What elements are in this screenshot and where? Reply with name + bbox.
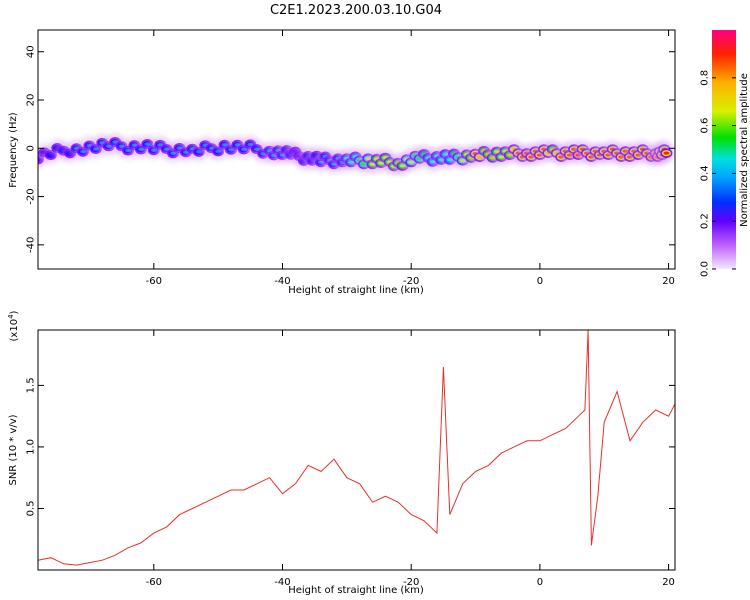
top-y-tick-label: -40	[26, 237, 37, 253]
snr-panel: -60 -40 -20 0 20 0.5 1.0 1.5 Height of straight…	[7, 310, 676, 596]
top-y-tick-label: 40	[26, 45, 37, 58]
colorbar-ticks: 0.0 0.2 0.4 0.6 0.8	[700, 70, 736, 277]
top-y-tick-label: -20	[26, 188, 37, 204]
colorbar-tick-label: 0.0	[700, 261, 711, 277]
ridge-core	[663, 151, 670, 155]
top-plot-frame	[37, 29, 676, 270]
bottom-x-tick-label: 20	[662, 577, 675, 588]
bottom-y-scale-label: (x104)	[7, 310, 20, 341]
colorbar-tick-label: 0.4	[700, 165, 711, 181]
colorbar: 0.0 0.2 0.4 0.6 0.8 Normalized spectral ampl…	[700, 30, 750, 277]
bottom-axis-ticks: -60 -40 -20 0 20 0.5 1.0 1.5	[26, 330, 675, 588]
top-y-axis-label: Frequency (Hz)	[8, 112, 19, 188]
snr-series-line	[38, 330, 675, 566]
colorbar-tick-label: 0.6	[700, 118, 711, 134]
bottom-y-tick-label: 0.5	[26, 501, 37, 517]
bottom-y-tick-label: 1.0	[26, 439, 37, 455]
spectrogram-panel: -60 -40 -20 0 20 40 20 0 -20 -40 Height of straig…	[8, 29, 676, 296]
bottom-plot-frame	[37, 329, 676, 571]
top-axis-ticks: -60 -40 -20 0 20 40 20 0 -20 -40	[26, 30, 675, 287]
top-x-tick-label: -60	[146, 276, 162, 287]
bottom-x-tick-label: -20	[403, 577, 419, 588]
bottom-y-axis-label: SNR (10 * v/v)	[8, 414, 19, 485]
top-x-axis-label: Height of straight line (km)	[288, 285, 424, 296]
top-x-tick-label: -20	[403, 276, 419, 287]
bottom-x-tick-label: 0	[537, 577, 543, 588]
chart-title: C2E1.2023.200.03.10.G04	[270, 3, 442, 18]
colorbar-label: Normalized spectral amplitude	[739, 73, 750, 227]
bottom-x-tick-label: -60	[146, 577, 162, 588]
top-y-tick-label: 0	[26, 145, 37, 151]
top-y-tick-label: 20	[26, 94, 37, 107]
top-x-tick-label: -40	[274, 276, 290, 287]
bottom-x-tick-label: -40	[274, 577, 290, 588]
spectrogram-ridge	[38, 132, 675, 177]
bottom-y-tick-label: 1.5	[26, 377, 37, 393]
bottom-x-axis-label: Height of straight line (km)	[288, 585, 424, 596]
top-x-tick-label: 20	[662, 276, 675, 287]
colorbar-gradient	[712, 30, 736, 269]
top-x-tick-label: 0	[537, 276, 543, 287]
colorbar-tick-label: 0.8	[700, 70, 711, 86]
colorbar-tick-label: 0.2	[700, 213, 711, 229]
